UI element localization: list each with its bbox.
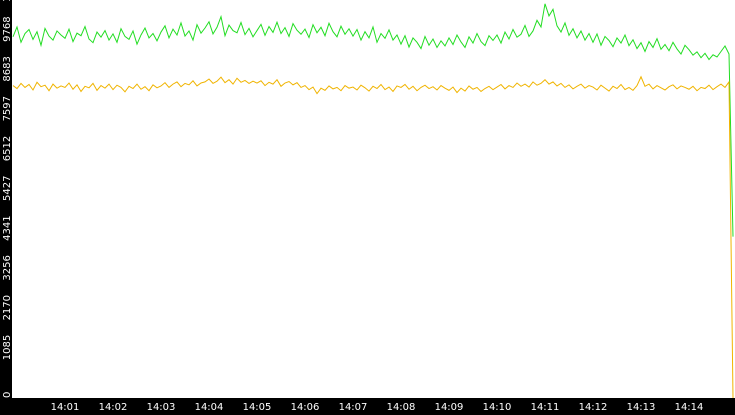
x-tick-label: 14:12: [579, 402, 608, 413]
y-tick-label: 6512: [2, 136, 13, 161]
y-tick-label: 4341: [2, 215, 13, 240]
x-tick-label: 14:02: [99, 402, 128, 413]
series-line: [12, 75, 734, 399]
x-tick-label: 14:11: [531, 402, 560, 413]
x-tick-label: 14:08: [387, 402, 416, 413]
y-tick-label: 7597: [2, 96, 13, 121]
x-tick-label: 14:13: [627, 402, 656, 413]
x-tick-label: 14:06: [291, 402, 320, 413]
x-axis-strip: [0, 398, 735, 415]
x-tick-label: 14:14: [675, 402, 704, 413]
x-tick-label: 14:03: [147, 402, 176, 413]
y-axis-strip: [0, 0, 12, 415]
y-tick-label: 0: [2, 392, 13, 398]
x-tick-label: 14:04: [195, 402, 224, 413]
y-tick-label: 8683: [2, 56, 13, 81]
y-tick-label: 5427: [2, 176, 13, 201]
x-tick-label: 14:07: [339, 402, 368, 413]
y-tick-label: 3256: [2, 255, 13, 280]
x-tick-label: 14:01: [51, 402, 80, 413]
y-tick-label: 1085: [2, 335, 13, 360]
y-tick-label: 10854: [2, 0, 13, 2]
x-tick-label: 14:09: [435, 402, 464, 413]
x-tick-label: 14:05: [243, 402, 272, 413]
y-tick-label: 9768: [2, 16, 13, 41]
series-line: [12, 3, 734, 237]
x-tick-label: 14:10: [483, 402, 512, 413]
y-tick-label: 2170: [2, 295, 13, 320]
